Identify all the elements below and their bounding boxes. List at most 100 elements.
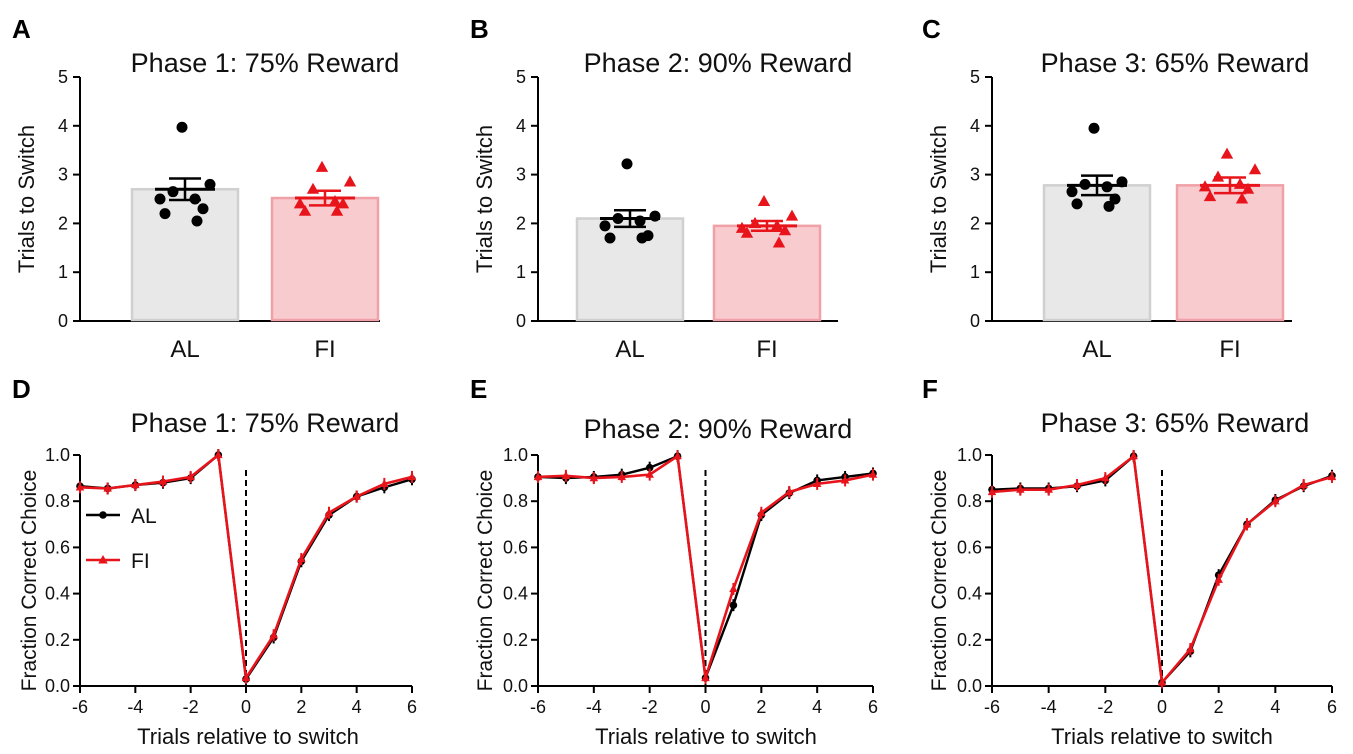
y-tick-label: 0 <box>516 311 526 331</box>
y-tick-label: 1 <box>516 262 526 282</box>
panel-F: F Phase 3: 65% Reward 0.0 0.2 0.4 0.6 0.8 1.0 -6… <box>922 374 1337 749</box>
data-point-FI <box>1271 496 1280 505</box>
data-point-FI <box>987 487 997 496</box>
y-tick-label: 2 <box>970 213 980 233</box>
data-point-FI <box>1203 190 1217 202</box>
y-axis-label: Fraction Correct Choice <box>928 470 951 692</box>
y-tick-label: 0.4 <box>503 584 528 604</box>
x-tick-label: -4 <box>127 697 143 717</box>
y-tick-label: 1 <box>970 262 980 282</box>
chart-title: Phase 2: 90% Reward <box>584 414 853 444</box>
data-point-FI <box>352 492 361 500</box>
y-axis-label: Trials to Switch <box>14 125 39 273</box>
y-tick-label: 0.8 <box>503 491 528 511</box>
y-tick-label: 2 <box>58 213 68 233</box>
y-axis-label: Fraction Correct Choice <box>18 470 41 692</box>
x-tick-label: 4 <box>1270 697 1280 717</box>
data-point-FI <box>241 673 251 682</box>
bar-AL <box>1042 184 1152 322</box>
data-point-FI <box>1233 177 1247 189</box>
x-tick-label: -2 <box>183 697 199 717</box>
y-tick-label: 0.4 <box>957 584 982 604</box>
data-point-FI <box>1327 472 1337 481</box>
data-point-FI <box>297 554 306 563</box>
x-tick-label: 0 <box>1157 697 1167 717</box>
data-point-AL <box>197 203 209 215</box>
data-point-FI <box>868 470 878 478</box>
data-point-FI <box>840 475 850 484</box>
data-point-FI <box>1129 451 1138 460</box>
data-point-FI <box>1241 182 1255 194</box>
data-point-FI <box>315 160 329 172</box>
data-point-FI <box>298 204 312 216</box>
data-point-FI <box>186 472 195 481</box>
y-tick-label: 0.6 <box>45 537 70 557</box>
data-point-FI <box>740 226 754 238</box>
data-point-AL <box>204 178 216 190</box>
data-point-FI <box>757 194 771 206</box>
x-axis-label: Trials relative to switch <box>595 724 817 749</box>
x-tick-label: 2 <box>296 697 306 717</box>
y-tick-label: 0.0 <box>503 676 528 696</box>
legend-marker-AL <box>99 511 107 519</box>
chart-title: Phase 3: 65% Reward <box>1041 408 1310 438</box>
x-tick-label: 2 <box>756 697 766 717</box>
chart-title: Phase 2: 90% Reward <box>584 48 853 78</box>
data-point-FI <box>1248 163 1262 175</box>
data-point-FI <box>1211 170 1225 182</box>
data-point-FI <box>701 673 710 682</box>
y-tick-label: 0.0 <box>45 676 70 696</box>
data-point-FI <box>293 197 307 209</box>
x-tick-label: -2 <box>642 697 658 717</box>
x-tick-label: 6 <box>868 697 878 717</box>
x-tick-label: 4 <box>352 697 362 717</box>
panel-B: B Phase 2: 90% Reward 0 1 2 3 4 5 Trials to Swit… <box>470 14 852 363</box>
x-tick-label: 6 <box>1327 697 1337 717</box>
data-point-FI <box>561 471 571 479</box>
x-tick-label: 6 <box>407 697 417 717</box>
data-point-AL <box>636 232 648 244</box>
data-point-FI <box>673 451 682 460</box>
y-tick-label: 0.6 <box>957 537 982 557</box>
x-tick-label: 0 <box>241 697 251 717</box>
data-point-AL <box>1066 186 1078 198</box>
legend-label-FI: FI <box>131 550 150 573</box>
legend-marker-FI <box>98 555 108 564</box>
panel-letter: D <box>12 374 31 404</box>
panel-D: D Phase 1: 75% Reward 0.0 0.2 0.4 0.6 0.8 1.0 -6… <box>12 374 417 749</box>
data-point-FI <box>324 508 334 516</box>
data-point-FI <box>812 479 822 488</box>
data-point-FI <box>1044 485 1053 493</box>
data-point-FI <box>785 209 799 221</box>
y-tick-label: 5 <box>58 67 68 87</box>
data-point-FI <box>1101 473 1110 482</box>
chart-title: Phase 1: 75% Reward <box>131 408 400 438</box>
panel-A: A Phase 1: 75% Reward 0 1 2 3 4 5 Trials to Swit… <box>12 14 399 363</box>
data-point-FI <box>407 472 417 481</box>
data-point-FI <box>131 480 140 489</box>
y-tick-label: 4 <box>58 116 68 136</box>
x-tick-label: 4 <box>812 697 822 717</box>
panel-letter: B <box>470 14 489 44</box>
y-tick-label: 0.6 <box>503 537 528 557</box>
panel-letter: A <box>12 14 31 44</box>
x-tick-label: -6 <box>984 697 1000 717</box>
data-point-FI <box>1072 480 1082 489</box>
x-axis-label: Trials relative to switch <box>1051 724 1273 749</box>
data-point-AL <box>159 208 171 220</box>
bar-FI <box>270 196 380 322</box>
panel-letter: C <box>922 14 941 44</box>
data-point-AL <box>176 121 188 133</box>
data-point-FI <box>343 175 357 187</box>
data-point-FI <box>1220 147 1234 159</box>
data-point-FI <box>729 584 738 593</box>
y-tick-label: 0 <box>970 311 980 331</box>
y-tick-label: 0.4 <box>45 584 70 604</box>
chart-title: Phase 3: 65% Reward <box>1041 48 1310 78</box>
bar-AL <box>130 187 240 322</box>
data-point-AL <box>154 193 166 205</box>
category-label: FI <box>1219 336 1240 363</box>
chart-title: Phase 1: 75% Reward <box>131 48 400 78</box>
data-point-FI <box>1242 519 1252 528</box>
y-tick-label: 4 <box>516 116 526 136</box>
